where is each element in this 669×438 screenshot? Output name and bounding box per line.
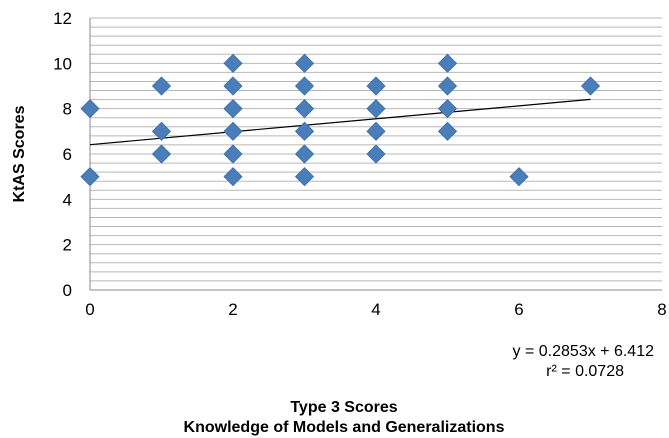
trendline bbox=[89, 98, 591, 146]
data-point bbox=[80, 167, 100, 187]
data-point bbox=[437, 76, 458, 96]
data-point bbox=[294, 167, 315, 187]
x-tick-labels: 0 2 4 6 8 bbox=[85, 300, 666, 319]
data-point bbox=[294, 121, 315, 141]
y-tick-label: 6 bbox=[63, 145, 72, 164]
data-point bbox=[223, 167, 243, 187]
y-tick-label: 10 bbox=[53, 54, 72, 73]
y-tick-label: 8 bbox=[63, 100, 72, 119]
x-axis-label-line1: Type 3 Scores bbox=[290, 399, 397, 416]
data-point bbox=[437, 121, 458, 141]
data-point bbox=[366, 121, 386, 141]
r-squared-value: r² = 0.0728 bbox=[546, 363, 624, 380]
y-tick-label: 4 bbox=[63, 190, 72, 209]
data-point bbox=[151, 121, 172, 141]
data-point bbox=[366, 144, 386, 164]
data-point bbox=[223, 99, 243, 119]
y-tick-label: 12 bbox=[53, 9, 72, 28]
data-point bbox=[223, 53, 243, 73]
data-point bbox=[223, 121, 243, 141]
data-point bbox=[580, 76, 601, 96]
data-point bbox=[151, 144, 172, 164]
y-axis-label: KtAS Scores bbox=[11, 105, 28, 202]
data-point bbox=[437, 99, 458, 119]
x-tick-label: 8 bbox=[657, 300, 666, 319]
data-point bbox=[366, 99, 386, 119]
data-point bbox=[151, 76, 172, 96]
data-points bbox=[80, 53, 601, 187]
y-tick-label: 2 bbox=[63, 236, 72, 255]
data-point bbox=[294, 76, 315, 96]
x-tick-label: 6 bbox=[514, 300, 523, 319]
data-point bbox=[294, 99, 315, 119]
x-tick-label: 2 bbox=[228, 300, 237, 319]
data-point bbox=[366, 76, 386, 96]
x-tick-label: 4 bbox=[371, 300, 380, 319]
data-point bbox=[223, 144, 243, 164]
data-point bbox=[223, 76, 243, 96]
axes bbox=[89, 18, 662, 291]
trendline-group bbox=[89, 98, 591, 146]
data-point bbox=[80, 99, 100, 119]
y-tick-labels: 0 2 4 6 8 10 12 bbox=[53, 9, 72, 300]
data-point bbox=[294, 144, 315, 164]
data-point bbox=[294, 53, 315, 73]
x-tick-label: 0 bbox=[85, 300, 94, 319]
data-point bbox=[437, 53, 458, 73]
y-tick-label: 0 bbox=[63, 281, 72, 300]
data-point bbox=[509, 167, 529, 187]
trendline-equation: y = 0.2853x + 6.412 bbox=[513, 343, 655, 360]
x-axis-label-line2: Knowledge of Models and Generalizations bbox=[184, 419, 505, 436]
